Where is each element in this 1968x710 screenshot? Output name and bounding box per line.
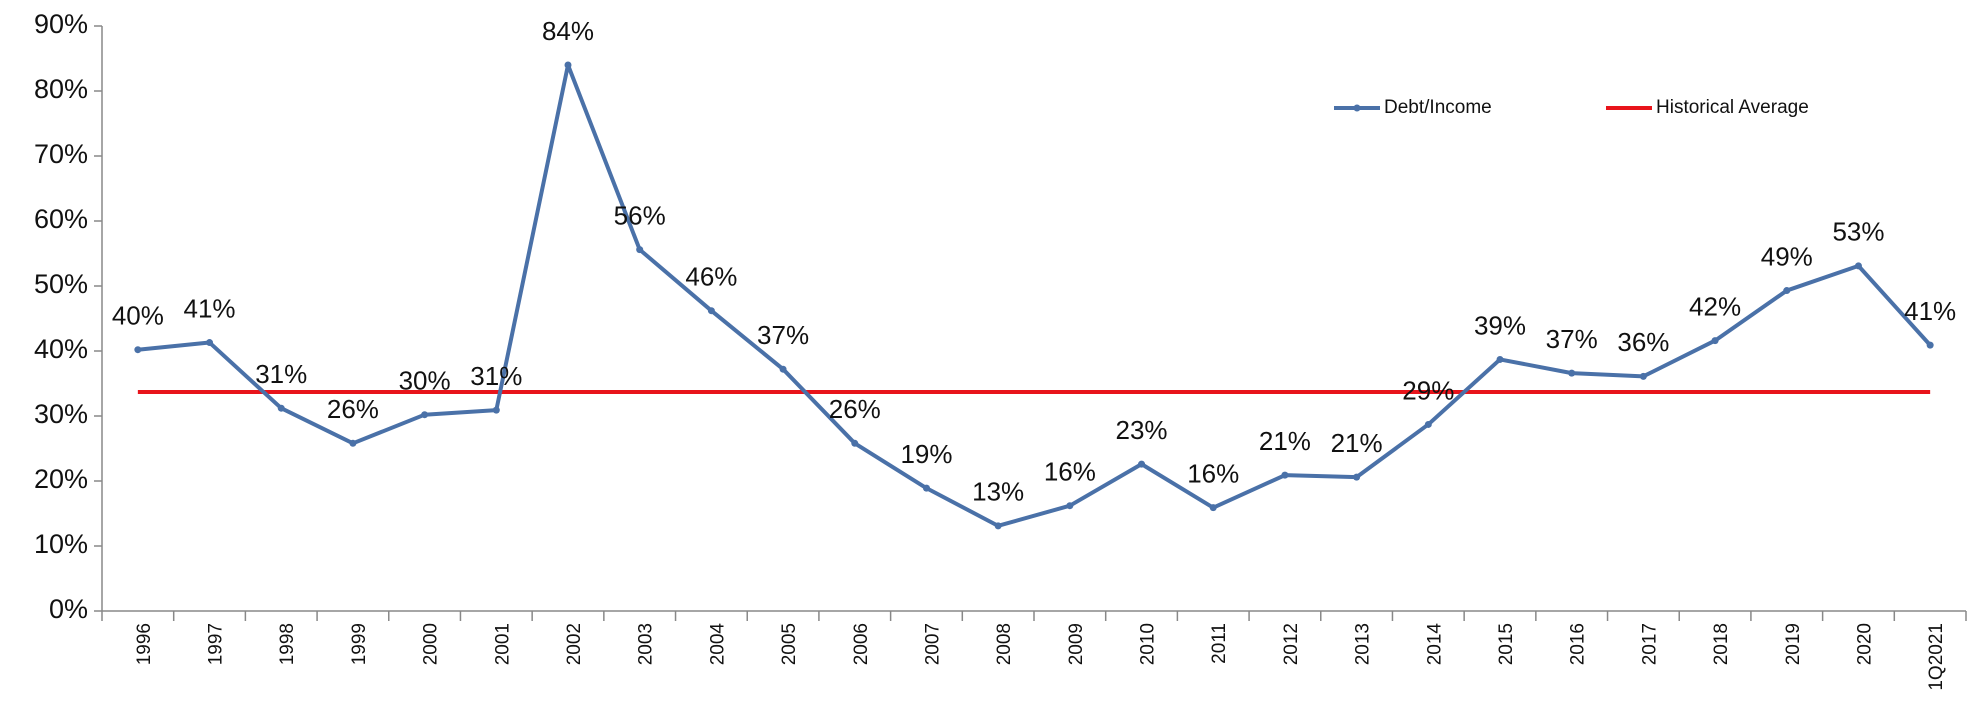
x-tick-label: 2001 — [492, 623, 513, 665]
data-point — [206, 339, 214, 347]
data-label: 30% — [399, 366, 451, 396]
data-label: 36% — [1617, 327, 1669, 357]
x-tick-label: 2011 — [1209, 623, 1230, 664]
data-label: 41% — [1904, 296, 1956, 326]
x-tick-label: 2008 — [994, 623, 1015, 665]
data-point — [1783, 287, 1791, 295]
data-point — [1854, 262, 1862, 270]
data-label: 29% — [1402, 375, 1454, 405]
data-point — [1568, 369, 1576, 377]
data-label: 37% — [1546, 324, 1598, 354]
data-point — [1209, 504, 1217, 512]
x-tick-label: 2020 — [1854, 623, 1875, 665]
x-tick-label: 2006 — [851, 623, 872, 665]
data-point — [779, 365, 787, 373]
data-label: 56% — [614, 200, 666, 230]
y-tick-label: 80% — [34, 74, 88, 104]
data-point — [922, 484, 930, 492]
data-point — [851, 439, 859, 447]
x-tick-label: 2003 — [636, 623, 657, 665]
x-tick-label: 2010 — [1138, 623, 1159, 665]
data-point — [636, 246, 644, 254]
data-label: 84% — [542, 16, 594, 46]
x-tick-label: 2019 — [1783, 623, 1804, 665]
data-label: 46% — [685, 262, 737, 292]
y-tick-label: 40% — [34, 334, 88, 364]
data-label: 26% — [327, 394, 379, 424]
data-point — [564, 61, 572, 69]
y-tick-label: 60% — [34, 204, 88, 234]
data-point — [1353, 473, 1361, 481]
data-label: 39% — [1474, 310, 1526, 340]
y-tick-label: 70% — [34, 139, 88, 169]
y-tick-label: 0% — [49, 594, 88, 624]
data-label: 41% — [184, 293, 236, 323]
data-line — [137, 63, 1932, 528]
data-label: 16% — [1044, 457, 1096, 487]
x-tick-label: 2007 — [922, 623, 943, 665]
data-point — [1281, 471, 1289, 479]
data-label: 49% — [1761, 241, 1813, 271]
data-point — [1639, 372, 1647, 380]
data-point — [1138, 460, 1146, 468]
x-tick-label: 2000 — [421, 623, 442, 665]
data-label: 16% — [1187, 459, 1239, 489]
data-point — [707, 307, 715, 315]
x-tick-label: 1996 — [134, 623, 155, 665]
x-tick-label: 2015 — [1496, 623, 1517, 665]
data-label: 21% — [1331, 428, 1383, 458]
data-point — [1424, 420, 1432, 428]
x-tick-label: 1997 — [206, 623, 227, 665]
y-tick-label: 90% — [34, 9, 88, 39]
x-tick-label: 2004 — [707, 623, 728, 666]
data-label: 21% — [1259, 426, 1311, 456]
data-point — [421, 411, 429, 419]
y-tick-label: 50% — [34, 269, 88, 299]
data-point — [349, 439, 357, 447]
data-label: 53% — [1832, 217, 1884, 247]
data-label: 42% — [1689, 291, 1741, 321]
legend-label: Debt/Income — [1384, 97, 1492, 118]
data-label: 23% — [1116, 415, 1168, 445]
x-tick-label: 1Q2021 — [1926, 623, 1947, 691]
x-tick-label: 2017 — [1639, 623, 1660, 665]
x-tick-label: 2009 — [1066, 623, 1087, 665]
data-point — [492, 406, 500, 414]
x-tick-label: 2002 — [564, 623, 585, 665]
data-label: 13% — [972, 477, 1024, 507]
data-point — [1066, 502, 1074, 510]
data-point — [994, 522, 1002, 530]
legend-label: Historical Average — [1656, 97, 1809, 118]
x-tick-label: 2016 — [1568, 623, 1589, 665]
data-label: 37% — [757, 320, 809, 350]
x-tick-label: 2012 — [1281, 623, 1302, 665]
data-label: 26% — [829, 394, 881, 424]
y-tick-label: 10% — [34, 529, 88, 559]
x-tick-label: 2005 — [779, 623, 800, 665]
data-label: 31% — [255, 359, 307, 389]
data-label: 19% — [900, 439, 952, 469]
data-label: 31% — [470, 361, 522, 391]
x-tick-label: 1998 — [277, 623, 298, 665]
x-tick-label: 1999 — [349, 623, 370, 665]
x-tick-label: 2013 — [1353, 623, 1374, 665]
x-tick-label: 2014 — [1424, 623, 1445, 666]
data-point — [134, 346, 142, 354]
data-point — [1711, 337, 1719, 345]
data-point — [277, 404, 285, 412]
data-point — [1926, 341, 1934, 349]
y-tick-label: 20% — [34, 464, 88, 494]
x-tick-label: 2018 — [1711, 623, 1732, 665]
legend-marker — [1353, 104, 1361, 112]
data-label: 40% — [112, 301, 164, 331]
y-tick-label: 30% — [34, 399, 88, 429]
data-point — [1496, 355, 1504, 363]
